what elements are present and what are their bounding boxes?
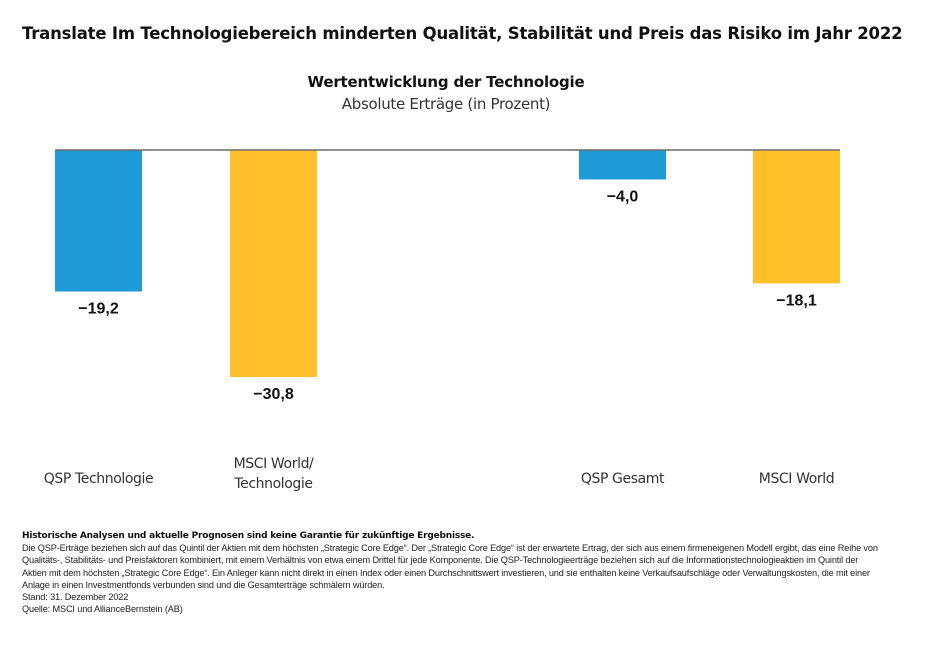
footnote-line: Anlage in einen Investmentfonds verbunde… (22, 579, 385, 590)
disclaimer: Historische Analysen und aktuelle Progno… (22, 531, 475, 541)
source: Quelle: MSCI und AllianceBernstein (AB) (22, 604, 183, 615)
footnotes: Historische Analysen und aktuelle Progno… (22, 530, 932, 615)
chart-title: Wertentwicklung der Technologie (307, 73, 585, 91)
category-label: MSCI World/ (234, 456, 314, 472)
category-label: QSP Gesamt (581, 471, 665, 487)
chart-subtitle: Absolute Erträge (in Prozent) (341, 95, 551, 113)
category-label: Technologie (233, 476, 312, 492)
value-label: −19,2 (78, 301, 119, 318)
bar-4 (753, 150, 840, 284)
footnote-line: Qualitäts-, Stabilitäts- und Preisfaktor… (22, 555, 859, 566)
labels-layer: −19,2 QSP Technologie −30,8 MSCI World/Tech… (44, 188, 835, 492)
value-label: −30,8 (253, 386, 294, 403)
value-label: −18,1 (776, 292, 817, 309)
bar-chart: −19,2 QSP Technologie −30,8 MSCI World/Tech… (44, 149, 840, 492)
bar-1 (55, 150, 142, 292)
footnote-line: Die QSP-Erträge beziehen sich auf das Qu… (22, 543, 878, 554)
value-label: −4,0 (607, 188, 639, 205)
bar-2 (230, 150, 317, 377)
headline: Translate Im Technologiebereich minderte… (22, 24, 903, 43)
bars-layer (55, 150, 840, 377)
bar-3 (579, 150, 666, 180)
as-of-date: Stand: 31. Dezember 2022 (22, 592, 129, 603)
category-label: QSP Technologie (44, 471, 153, 487)
footnote-line: Aktien mit dem höchsten „Strategic Core … (22, 567, 870, 578)
category-label: MSCI World (759, 471, 834, 487)
